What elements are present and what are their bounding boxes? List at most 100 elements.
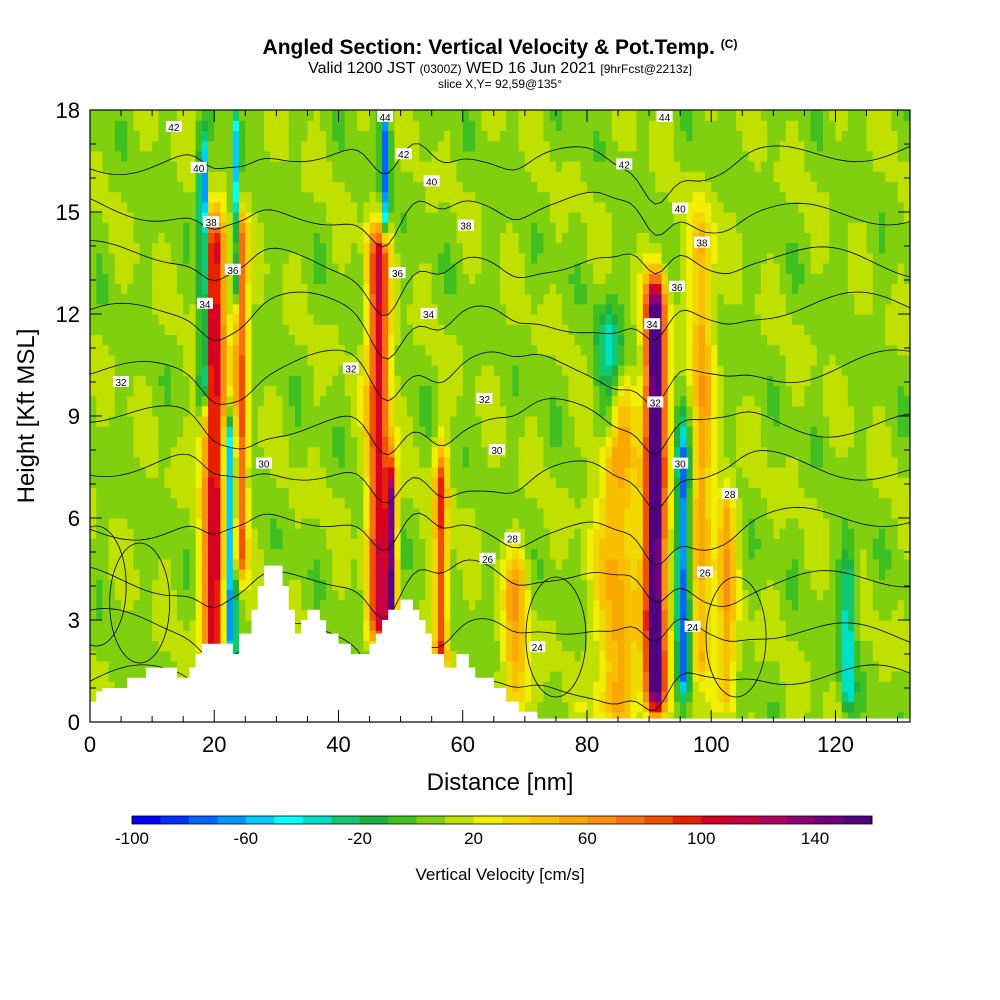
velocity-cell	[481, 293, 489, 305]
velocity-cell	[363, 365, 371, 376]
velocity-cell	[413, 222, 420, 233]
velocity-cell	[574, 140, 582, 152]
velocity-cell	[282, 171, 290, 182]
velocity-cell	[263, 487, 271, 499]
velocity-cell	[201, 283, 209, 295]
velocity-cell	[301, 150, 309, 162]
velocity-cell	[369, 252, 377, 264]
velocity-cell	[189, 558, 197, 570]
velocity-cell	[338, 630, 346, 641]
velocity-cell	[276, 385, 284, 397]
velocity-cell	[450, 456, 458, 468]
velocity-cell	[96, 548, 104, 560]
velocity-cell	[593, 660, 600, 672]
velocity-cell	[543, 201, 551, 213]
velocity-cell	[145, 365, 153, 376]
velocity-cell	[419, 283, 427, 295]
velocity-cell	[226, 620, 234, 631]
velocity-cell	[487, 354, 495, 366]
velocity-cell	[574, 426, 582, 437]
velocity-cell	[214, 130, 222, 142]
velocity-cell	[232, 538, 240, 550]
velocity-cell	[189, 630, 197, 641]
velocity-cell	[512, 691, 520, 703]
velocity-cell	[152, 191, 159, 203]
velocity-cell	[543, 548, 551, 560]
velocity-cell	[350, 640, 358, 652]
velocity-cell	[425, 385, 433, 397]
velocity-cell	[301, 130, 309, 142]
velocity-cell	[127, 395, 135, 407]
velocity-cell	[357, 344, 364, 356]
subtitle-date: WED 16 Jun 2021	[466, 60, 596, 77]
velocity-cell	[152, 283, 159, 295]
velocity-cell	[518, 446, 526, 458]
velocity-cell	[518, 365, 526, 376]
velocity-cell	[506, 232, 514, 244]
velocity-cell	[114, 650, 122, 662]
velocity-cell	[183, 344, 190, 356]
velocity-cell	[170, 161, 178, 172]
velocity-cell	[586, 497, 594, 509]
velocity-cell	[313, 140, 321, 152]
velocity-cell	[307, 232, 315, 244]
velocity-cell	[319, 161, 327, 172]
velocity-cell	[425, 456, 433, 468]
velocity-cell	[183, 497, 190, 509]
velocity-cell	[500, 201, 507, 213]
velocity-cell	[232, 120, 240, 131]
velocity-cell	[189, 467, 197, 478]
velocity-cell	[413, 130, 420, 142]
velocity-cell	[580, 681, 588, 692]
velocity-cell	[543, 691, 551, 703]
velocity-cell	[406, 212, 414, 223]
velocity-cell	[599, 579, 607, 590]
velocity-cell	[586, 314, 594, 325]
velocity-cell	[251, 395, 259, 407]
velocity-cell	[531, 436, 538, 448]
velocity-cell	[406, 538, 414, 550]
velocity-cell	[301, 140, 309, 152]
velocity-cell	[369, 232, 377, 244]
velocity-cell	[437, 120, 445, 131]
velocity-cell	[214, 609, 222, 621]
velocity-cell	[251, 354, 259, 366]
velocity-cell	[276, 467, 284, 478]
velocity-cell	[145, 436, 153, 448]
velocity-cell	[164, 507, 172, 519]
velocity-cell	[139, 252, 147, 264]
velocity-cell	[468, 579, 476, 590]
velocity-cell	[127, 120, 135, 131]
velocity-cell	[475, 518, 482, 529]
velocity-cell	[574, 344, 582, 356]
velocity-cell	[487, 497, 495, 509]
velocity-cell	[319, 324, 327, 335]
velocity-cell	[245, 120, 253, 131]
velocity-cell	[512, 252, 520, 264]
velocity-cell	[245, 446, 253, 458]
velocity-cell	[562, 671, 569, 682]
velocity-cell	[425, 181, 433, 193]
velocity-cell	[282, 497, 290, 509]
velocity-cell	[549, 222, 557, 233]
velocity-cell	[313, 599, 321, 611]
velocity-cell	[369, 201, 377, 213]
velocity-cell	[276, 242, 284, 254]
velocity-cell	[363, 507, 371, 519]
velocity-cell	[245, 314, 253, 325]
velocity-cell	[388, 436, 395, 448]
velocity-cell	[288, 365, 296, 376]
velocity-cell	[506, 222, 514, 233]
velocity-cell	[226, 161, 234, 172]
velocity-cell	[599, 416, 607, 427]
velocity-cell	[586, 599, 594, 611]
plot-area	[90, 110, 910, 722]
velocity-cell	[90, 487, 97, 499]
velocity-cell	[114, 171, 122, 182]
velocity-cell	[580, 314, 588, 325]
velocity-cell	[145, 344, 153, 356]
velocity-cell	[195, 640, 203, 652]
velocity-cell	[288, 446, 296, 458]
velocity-cell	[531, 497, 538, 509]
velocity-cell	[239, 620, 246, 631]
